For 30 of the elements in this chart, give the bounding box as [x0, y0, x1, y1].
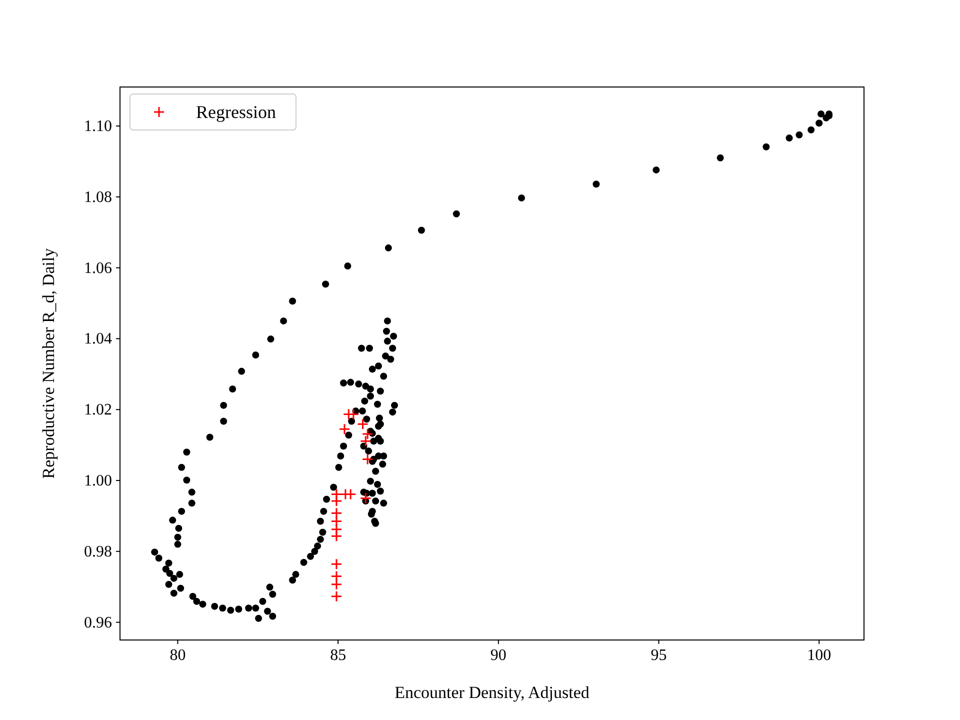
point [360, 435, 372, 447]
point [330, 558, 342, 570]
y-tick-label: 1.06 [84, 260, 112, 277]
point [330, 507, 342, 519]
y-tick-label: 1.00 [84, 472, 112, 490]
x-tick-label: 80 [170, 647, 186, 664]
point [330, 570, 342, 582]
x-tick-label: 95 [650, 647, 667, 664]
y-tick-label: 1.10 [84, 118, 112, 135]
y-axis-title: Reproductive Number R_d, Daily [39, 248, 58, 479]
x-tick-label: 90 [490, 647, 506, 664]
point [330, 515, 342, 527]
y-tick-label: 1.04 [84, 330, 112, 348]
point [330, 590, 342, 602]
y-tick-label: 1.02 [84, 402, 112, 419]
point [338, 423, 350, 435]
legend-label: Regression [196, 102, 276, 122]
y-tick-label: 0.96 [84, 614, 112, 632]
point [330, 495, 342, 507]
point [362, 453, 374, 465]
point [357, 418, 369, 430]
point [330, 530, 342, 542]
point [330, 578, 342, 590]
x-axis-title: Encounter Density, Adjusted [394, 683, 590, 702]
point [360, 492, 372, 504]
y-tick-label: 0.98 [84, 543, 112, 560]
y-tick-label: 1.08 [84, 188, 112, 206]
x-tick-label: 100 [807, 647, 832, 664]
point [362, 428, 374, 440]
x-tick-label: 85 [330, 647, 346, 664]
